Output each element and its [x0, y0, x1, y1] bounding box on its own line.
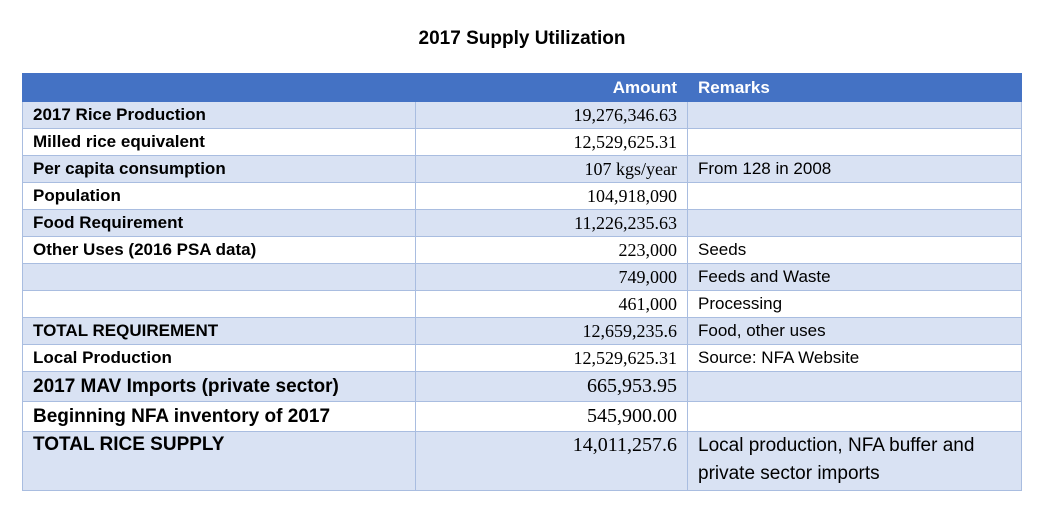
- row-amount: 12,529,625.31: [415, 128, 688, 156]
- row-amount: 104,918,090: [415, 182, 688, 210]
- row-remark: From 128 in 2008: [687, 155, 1022, 183]
- row-remark: [687, 101, 1022, 129]
- row-amount: 11,226,235.63: [415, 209, 688, 237]
- row-label: TOTAL REQUIREMENT: [22, 317, 416, 345]
- table-row: Beginning NFA inventory of 2017 545,900.…: [22, 401, 1022, 432]
- table-row: TOTAL REQUIREMENT 12,659,235.6 Food, oth…: [22, 317, 1022, 345]
- row-remark: Source: NFA Website: [687, 344, 1022, 372]
- page-title: 2017 Supply Utilization: [418, 28, 626, 49]
- row-amount: 12,659,235.6: [415, 317, 688, 345]
- table-row: 2017 Rice Production 19,276,346.63: [22, 101, 1022, 129]
- table-row: Local Production 12,529,625.31 Source: N…: [22, 344, 1022, 372]
- row-amount: 223,000: [415, 236, 688, 264]
- row-amount: 107 kgs/year: [415, 155, 688, 183]
- row-amount: 12,529,625.31: [415, 344, 688, 372]
- row-label: Local Production: [22, 344, 416, 372]
- row-amount: 19,276,346.63: [415, 101, 688, 129]
- row-label: Per capita consumption: [22, 155, 416, 183]
- table-row: TOTAL RICE SUPPLY 14,011,257.6 Local pro…: [22, 431, 1022, 491]
- row-label: Milled rice equivalent: [22, 128, 416, 156]
- header-label: [22, 73, 416, 102]
- row-remark: [687, 128, 1022, 156]
- row-remark: Processing: [687, 290, 1022, 318]
- table-row: Other Uses (2016 PSA data) 223,000 Seeds: [22, 236, 1022, 264]
- table-row: Population 104,918,090: [22, 182, 1022, 210]
- row-amount: 665,953.95: [415, 371, 688, 402]
- table-row: 2017 MAV Imports (private sector) 665,95…: [22, 371, 1022, 402]
- table-row: 461,000 Processing: [22, 290, 1022, 318]
- row-remark: [687, 401, 1022, 432]
- row-amount: 14,011,257.6: [415, 431, 688, 491]
- row-remark: Food, other uses: [687, 317, 1022, 345]
- row-label: TOTAL RICE SUPPLY: [22, 431, 416, 491]
- row-amount: 749,000: [415, 263, 688, 291]
- row-label: Other Uses (2016 PSA data): [22, 236, 416, 264]
- row-label: Population: [22, 182, 416, 210]
- table-header-row: Amount Remarks: [22, 73, 1022, 102]
- row-label: [22, 290, 416, 318]
- supply-utilization-table: Amount Remarks 2017 Rice Production 19,2…: [22, 73, 1022, 491]
- row-label: Food Requirement: [22, 209, 416, 237]
- row-remark: Seeds: [687, 236, 1022, 264]
- row-label: Beginning NFA inventory of 2017: [22, 401, 416, 432]
- table-row: Milled rice equivalent 12,529,625.31: [22, 128, 1022, 156]
- row-remark: [687, 209, 1022, 237]
- table-row: 749,000 Feeds and Waste: [22, 263, 1022, 291]
- row-remark: Local production, NFA buffer and private…: [687, 431, 1022, 491]
- header-remarks: Remarks: [687, 73, 1022, 102]
- header-amount: Amount: [415, 73, 688, 102]
- row-label: [22, 263, 416, 291]
- table-row: Food Requirement 11,226,235.63: [22, 209, 1022, 237]
- table-row: Per capita consumption 107 kgs/year From…: [22, 155, 1022, 183]
- row-remark: [687, 182, 1022, 210]
- row-amount: 461,000: [415, 290, 688, 318]
- row-label: 2017 MAV Imports (private sector): [22, 371, 416, 402]
- row-remark: Feeds and Waste: [687, 263, 1022, 291]
- row-amount: 545,900.00: [415, 401, 688, 432]
- row-label: 2017 Rice Production: [22, 101, 416, 129]
- row-remark: [687, 371, 1022, 402]
